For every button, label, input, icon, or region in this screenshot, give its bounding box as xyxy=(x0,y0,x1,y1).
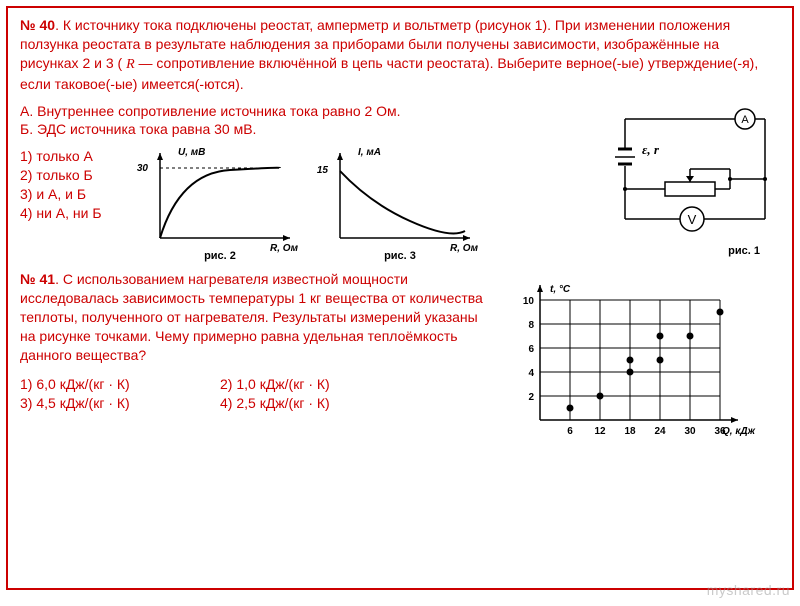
svg-text:2: 2 xyxy=(528,392,534,403)
q41-a3: 3) 4,5 кДж/(кг · К) xyxy=(20,394,220,413)
svg-text:I, мА: I, мА xyxy=(358,147,381,158)
q40-stmtA: А. Внутреннее сопротивление источника то… xyxy=(20,102,604,121)
watermark: myshared.ru xyxy=(707,582,790,598)
svg-text:V: V xyxy=(688,212,697,227)
svg-text:t, °C: t, °C xyxy=(550,284,571,295)
svg-text:6: 6 xyxy=(567,426,573,437)
svg-text:R, Ом: R, Ом xyxy=(270,243,299,253)
svg-text:Q, кДж: Q, кДж xyxy=(722,426,756,437)
svg-text:8: 8 xyxy=(528,320,534,331)
q40-fig2: 30 U, мВ R, Ом рис. 2 xyxy=(130,143,310,264)
q40-number: № 40 xyxy=(20,17,55,33)
q40-a1: 1) только А xyxy=(20,147,130,166)
svg-text:12: 12 xyxy=(594,426,606,437)
svg-text:18: 18 xyxy=(624,426,636,437)
q41-answers: 1) 6,0 кДж/(кг · К) 2) 1,0 кДж/(кг · К) … xyxy=(20,375,440,413)
svg-text:24: 24 xyxy=(654,426,666,437)
q40-answers: 1) только А 2) только Б 3) и А, и Б 4) н… xyxy=(20,147,130,223)
q40-a3: 3) и А, и Б xyxy=(20,185,130,204)
q41-chart: 61218243036246810t, °CQ, кДж xyxy=(490,270,780,450)
q41-a4: 4) 2,5 кДж/(кг · К) xyxy=(220,394,420,413)
svg-text:ε, r: ε, r xyxy=(642,142,660,157)
q40-stmtB: Б. ЭДС источника тока равна 30 мВ. xyxy=(20,120,604,139)
q40-fig3: 15 I, мА R, Ом рис. 3 xyxy=(310,143,490,264)
q41-a1: 1) 6,0 кДж/(кг · К) xyxy=(20,375,220,394)
svg-text:30: 30 xyxy=(137,163,149,174)
q41-paragraph: № 41. С использованием нагревателя извес… xyxy=(20,270,490,364)
svg-text:U, мВ: U, мВ xyxy=(178,147,205,158)
q40-a4: 4) ни А, ни Б xyxy=(20,204,130,223)
q41-text: . С использованием нагревателя известной… xyxy=(20,271,483,363)
q40-fig1: A ε, r xyxy=(610,94,780,259)
svg-text:15: 15 xyxy=(317,165,329,176)
q40-a2: 2) только Б xyxy=(20,166,130,185)
q41-a2: 2) 1,0 кДж/(кг · К) xyxy=(220,375,420,394)
svg-text:6: 6 xyxy=(528,344,534,355)
svg-text:30: 30 xyxy=(684,426,696,437)
q40-paragraph: № 40. К источнику тока подключены реоста… xyxy=(20,16,780,94)
page-frame: № 40. К источнику тока подключены реоста… xyxy=(6,6,794,590)
svg-text:A: A xyxy=(741,114,749,126)
q41-number: № 41 xyxy=(20,271,55,287)
q40-R: R xyxy=(126,57,135,72)
svg-text:4: 4 xyxy=(528,368,534,379)
svg-text:10: 10 xyxy=(523,296,535,307)
q40-fig1-caption: рис. 1 xyxy=(610,244,780,259)
svg-text:R, Ом: R, Ом xyxy=(450,243,479,253)
